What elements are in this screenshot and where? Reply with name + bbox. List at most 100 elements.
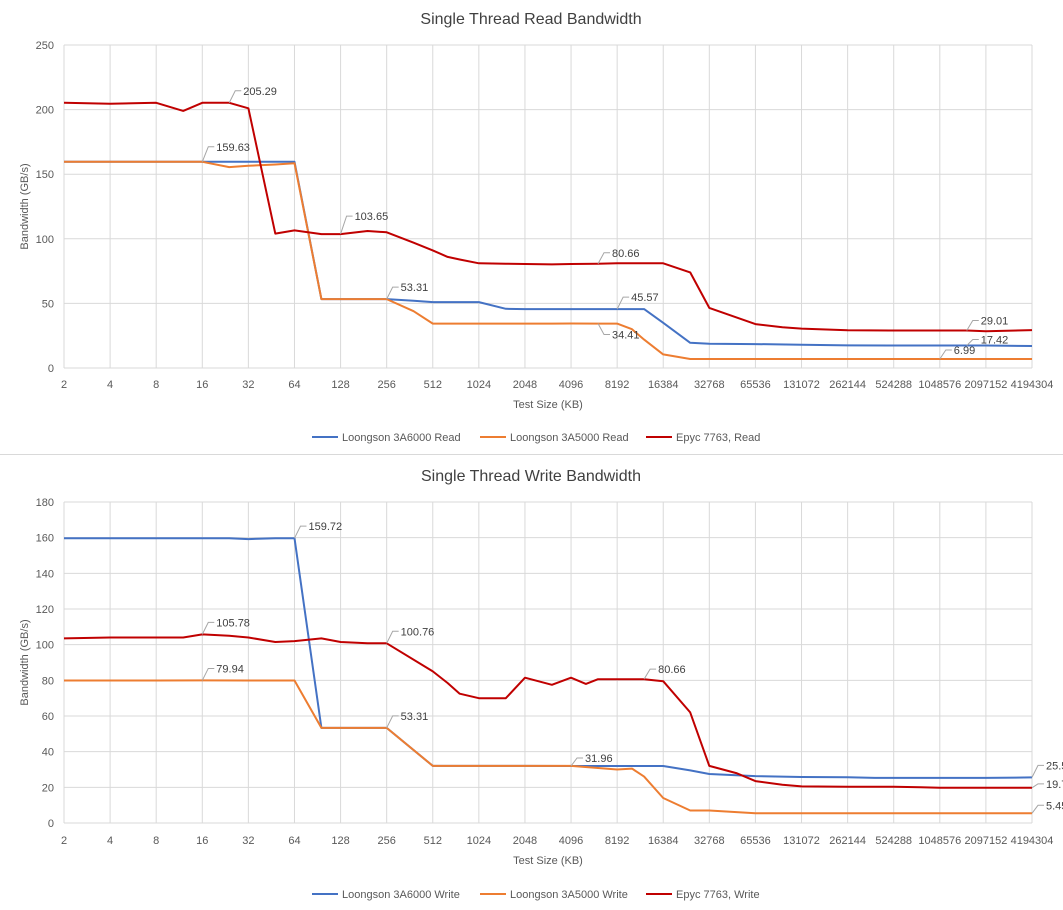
y-tick-label: 0 (48, 818, 54, 830)
x-axis-label: Test Size (KB) (513, 399, 583, 411)
data-label: 159.63 (216, 142, 250, 154)
x-tick-label: 524288 (875, 379, 912, 391)
x-tick-label: 512 (424, 835, 442, 847)
x-tick-label: 4096 (559, 379, 583, 391)
data-label: 5.45 (1046, 800, 1063, 812)
x-tick-label: 4096 (559, 835, 583, 847)
data-label: 159.72 (308, 521, 342, 533)
x-tick-label: 32768 (694, 379, 725, 391)
x-tick-label: 4 (107, 835, 113, 847)
x-tick-label: 131072 (783, 379, 820, 391)
chart-title: Single Thread Read Bandwidth (420, 11, 641, 28)
annotation-leader (201, 667, 215, 681)
annotation-leader (1031, 804, 1044, 814)
chart-divider (0, 454, 1063, 455)
legend-entry: Epyc 7763, Read (676, 432, 760, 444)
data-label: 17.42 (981, 334, 1009, 346)
x-tick-label: 2097152 (964, 835, 1007, 847)
x-axis-label: Test Size (KB) (513, 855, 583, 867)
y-tick-label: 20 (42, 782, 54, 794)
y-tick-label: 200 (36, 105, 54, 117)
y-axis-label: Bandwidth (GB/s) (19, 619, 31, 705)
series-line-3 (63, 633, 1032, 789)
data-label: 31.96 (585, 753, 613, 765)
x-tick-label: 128 (331, 379, 349, 391)
x-tick-label: 262144 (829, 835, 866, 847)
annotation-leader (597, 252, 611, 265)
y-tick-label: 80 (42, 675, 54, 687)
y-tick-label: 120 (36, 604, 54, 616)
read-bandwidth-chart: Single Thread Read Bandwidth 0 50 100 150 200… (19, 11, 1053, 444)
x-tick-label: 8192 (605, 379, 629, 391)
legend-entry: Loongson 3A6000 Read (342, 432, 461, 444)
x-tick-label: 32 (242, 379, 254, 391)
legend-entry: Epyc 7763, Write (676, 889, 760, 901)
x-tick-label: 1024 (467, 379, 491, 391)
x-tick-label: 16 (196, 835, 208, 847)
x-tick-label: 65536 (740, 835, 771, 847)
y-tick-label: 50 (42, 298, 54, 310)
y-tick-label: 160 (36, 533, 54, 545)
x-tick-label: 128 (331, 835, 349, 847)
data-label: 53.31 (401, 282, 429, 294)
y-tick-label: 150 (36, 169, 54, 181)
chart-title: Single Thread Write Bandwidth (421, 468, 641, 485)
x-tick-label: 256 (377, 835, 395, 847)
annotation-leader (228, 90, 242, 103)
data-label: 53.31 (401, 711, 429, 723)
legend-entry: Loongson 3A6000 Write (342, 889, 460, 901)
annotation-leader (386, 630, 399, 644)
legend-entry: Loongson 3A5000 Write (510, 889, 628, 901)
annotation-leader (939, 349, 952, 360)
annotation-leader (201, 146, 215, 162)
data-label: 80.66 (658, 664, 686, 676)
data-label: 29.01 (981, 316, 1009, 328)
x-tick-label: 32768 (694, 835, 725, 847)
y-tick-label: 140 (36, 568, 54, 580)
x-tick-label: 2048 (513, 835, 537, 847)
annotation-leader (966, 320, 979, 331)
annotation-leader (294, 525, 307, 539)
x-tick-label: 262144 (829, 379, 866, 391)
annotation-leader (643, 668, 657, 680)
y-tick-label: 40 (42, 747, 54, 759)
x-tick-label: 4 (107, 379, 113, 391)
data-label: 80.66 (612, 248, 640, 260)
x-tick-label: 64 (288, 379, 300, 391)
y-tick-label: 250 (36, 40, 54, 52)
annotation-leader (386, 715, 399, 729)
write-bandwidth-chart: Single Thread Write Bandwidth 0 20 40 60 80 10… (19, 468, 1063, 901)
x-tick-label: 1048576 (918, 835, 961, 847)
annotation-leader (201, 621, 215, 635)
x-tick-label: 4194304 (1011, 835, 1054, 847)
y-tick-label: 0 (48, 363, 54, 375)
x-tick-label: 1048576 (918, 379, 961, 391)
x-tick-label: 2 (61, 379, 67, 391)
x-tick-label: 64 (288, 835, 300, 847)
y-tick-label: 180 (36, 497, 54, 509)
data-label: 205.29 (243, 86, 277, 98)
annotation-leader (1031, 764, 1044, 778)
data-label: 100.76 (401, 626, 435, 638)
series-line-1 (64, 537, 1033, 779)
annotation-leader (340, 215, 353, 235)
series-line-3 (63, 101, 1033, 333)
y-tick-label: 100 (36, 640, 54, 652)
data-label: 25.57 (1046, 760, 1063, 772)
annotation-leader (616, 296, 630, 310)
y-tick-label: 100 (36, 234, 54, 246)
data-label: 6.99 (954, 345, 975, 357)
annotation-leader (1031, 783, 1044, 789)
x-tick-label: 16384 (648, 835, 679, 847)
series-line-1 (64, 160, 1033, 347)
x-tick-label: 16 (196, 379, 208, 391)
data-label: 79.94 (216, 663, 244, 675)
x-tick-label: 2097152 (964, 379, 1007, 391)
x-tick-label: 8 (153, 835, 159, 847)
x-tick-label: 524288 (875, 835, 912, 847)
x-tick-label: 256 (377, 379, 395, 391)
annotation-leader (597, 323, 611, 336)
x-tick-label: 65536 (740, 379, 771, 391)
x-tick-label: 2048 (513, 379, 537, 391)
data-label: 103.65 (355, 211, 389, 223)
